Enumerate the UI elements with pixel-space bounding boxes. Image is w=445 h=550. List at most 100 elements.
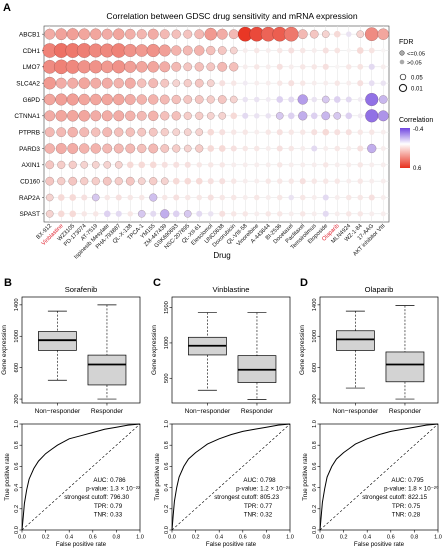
- roc-ytick-label: 0.4: [312, 484, 318, 492]
- roc-ylabel: True positive rate: [154, 453, 161, 501]
- roc-stat-value: 0.33: [110, 511, 123, 518]
- roc-ytick-label: 0.6: [312, 463, 318, 471]
- bubble-point: [265, 195, 271, 200]
- boxplot-ytick-label: 1500: [164, 301, 170, 314]
- bubble-point: [171, 94, 181, 105]
- panel-b: Sorafenib Gene expression 200 600 1000 1400 No…: [1, 285, 144, 548]
- bubble-point: [276, 211, 283, 217]
- bubble-point: [369, 178, 375, 184]
- bubble-point: [57, 160, 66, 169]
- bubble-point: [146, 43, 160, 58]
- bubble-point: [160, 128, 169, 137]
- bubble-point: [161, 161, 168, 168]
- bubble-point: [103, 160, 112, 169]
- bubble-point: [138, 161, 146, 169]
- gene-label: RAP2A: [19, 195, 41, 202]
- bubble-point: [322, 128, 330, 136]
- bubble-point: [265, 48, 271, 53]
- bubble-point: [217, 61, 228, 72]
- roc-diagonal: [21, 423, 141, 531]
- bubble-point: [368, 194, 375, 201]
- bubble-point: [242, 195, 248, 200]
- gene-label: CDH1: [23, 48, 41, 55]
- bubble-point: [56, 127, 67, 138]
- bubble-point: [79, 143, 90, 154]
- roc-xtick-label: 0.4: [65, 535, 73, 541]
- boxplot-ytick-label: 1400: [312, 298, 318, 311]
- bubble-point: [44, 110, 56, 122]
- bubble-point: [160, 209, 170, 219]
- bubble-point: [101, 110, 113, 122]
- bubble-point: [160, 78, 170, 88]
- roc-xtick-label: 1.0: [434, 535, 442, 541]
- bubble-point: [242, 162, 248, 168]
- size-legend-label-2: 0.01: [411, 87, 423, 93]
- bubble-point: [323, 146, 329, 151]
- bubble-point: [102, 127, 113, 138]
- bubble-point: [148, 127, 158, 137]
- fdr-legend-sig-swatch: [399, 50, 405, 56]
- bubble-point: [229, 62, 239, 72]
- bubble-point: [160, 111, 170, 121]
- roc-ytick-label: 0.8: [312, 441, 318, 449]
- bubble-point: [297, 94, 308, 105]
- bubble-point: [346, 48, 351, 53]
- roc-ytick-label: 0.0: [14, 526, 20, 534]
- bubble-point: [253, 96, 260, 103]
- roc-stat-value: 0.77: [260, 503, 273, 510]
- roc-stat-label: TNR:: [94, 511, 109, 518]
- bubble-plot-area: [43, 25, 390, 223]
- correlation-legend: Correlation -0.4 0.6: [399, 117, 433, 172]
- bubble-point: [380, 211, 386, 217]
- bubble-point: [357, 145, 364, 152]
- bubble-point: [345, 194, 352, 201]
- bubble-point: [124, 77, 136, 89]
- bubble-point: [89, 28, 102, 40]
- bubble-point: [265, 97, 271, 102]
- roc-ytick-label: 0.2: [14, 505, 20, 513]
- bubble-point: [182, 45, 193, 56]
- bubble-point: [184, 194, 191, 201]
- bubble-point: [287, 112, 295, 120]
- roc-xlabel: False positive rate: [206, 541, 257, 548]
- bubble-point: [159, 29, 170, 40]
- bubble-point: [230, 178, 237, 184]
- bubble-point: [69, 194, 77, 201]
- bubble-point: [219, 194, 226, 201]
- bubble-point: [172, 79, 181, 88]
- bubble-point: [242, 112, 249, 119]
- panel-letter-a: A: [3, 2, 11, 14]
- bubble-point: [55, 77, 67, 89]
- bubble-point: [334, 145, 341, 152]
- bubble-point: [369, 211, 375, 217]
- bubble-point: [101, 77, 113, 89]
- roc-stat-label: AUC:: [391, 477, 406, 484]
- roc-stat-value: 0.79: [110, 503, 123, 510]
- bubble-point: [195, 144, 204, 153]
- bubble-point: [217, 46, 227, 55]
- bubble-point: [113, 143, 124, 154]
- bubble-point: [149, 177, 158, 186]
- bubble-point: [148, 94, 159, 105]
- bubble-point: [309, 29, 319, 39]
- roc-stat-value: 805.23: [260, 494, 279, 501]
- bubble-point: [113, 110, 125, 122]
- boxplot-category-label: Non−responder: [35, 408, 81, 415]
- bubble-point: [345, 31, 352, 37]
- bubble-point: [55, 142, 67, 155]
- bubble-point: [345, 96, 352, 103]
- boxplot-category-label: Responder: [389, 408, 422, 415]
- drug-labels: BX-912VinblastineWZ3105PD-173074AT-7519I…: [35, 223, 386, 261]
- bubble-point: [115, 194, 122, 201]
- bubble-point: [91, 160, 100, 169]
- bubble-point: [124, 28, 136, 40]
- correlation-legend-title: Correlation: [399, 117, 433, 124]
- bubble-point: [195, 111, 204, 120]
- bubble-point: [207, 145, 215, 152]
- bubble-point: [334, 80, 341, 86]
- bubble-point: [357, 80, 364, 87]
- roc-diagonal: [319, 423, 439, 531]
- bubble-point: [276, 129, 283, 136]
- bubble-point: [194, 45, 205, 56]
